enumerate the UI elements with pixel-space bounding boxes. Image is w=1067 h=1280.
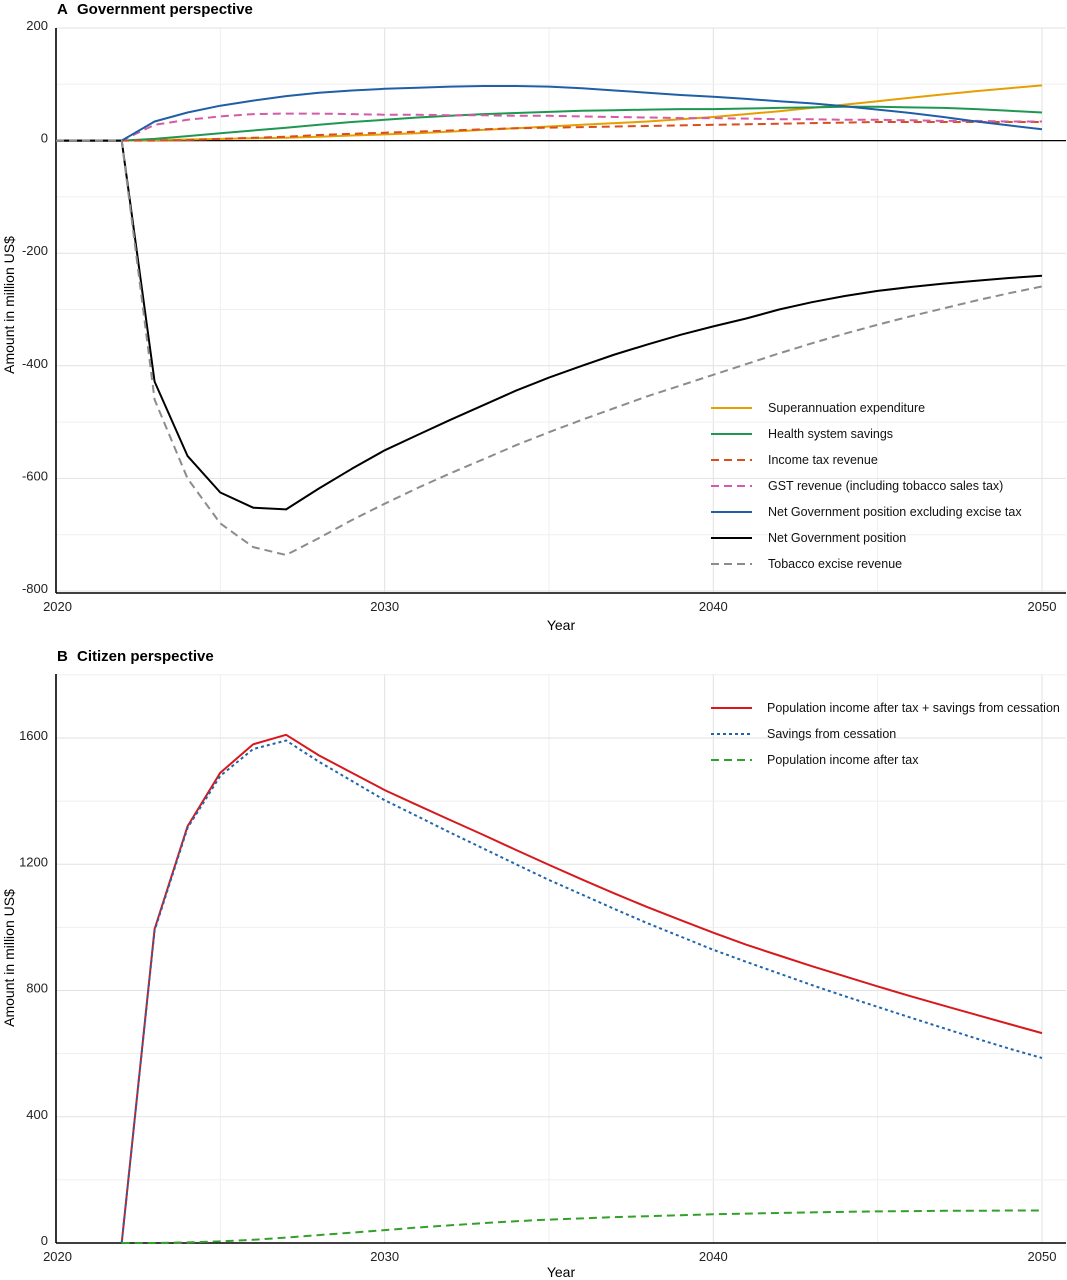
panel-b-legend-label: Savings from cessation xyxy=(767,727,896,741)
panel-a-x-tick-label: 2040 xyxy=(699,599,728,614)
panel-b-series xyxy=(120,733,1043,1244)
panel-a-series-net-government-position-excluding-excise-tax xyxy=(56,85,1043,142)
panel-a-legend-label: Income tax revenue xyxy=(768,453,878,467)
panel-a-ticks: 2020 2030 2040 2050 200 0 -200 -400 -600 -800 xyxy=(22,18,1056,614)
panel-b-y-tick-label: 0 xyxy=(41,1233,48,1248)
panel-a-legend-label: Health system savings xyxy=(768,427,893,441)
panel-b-y-tick-label: 1200 xyxy=(19,854,48,869)
panel-a-legend: Superannuation expenditure Health system … xyxy=(711,401,1022,571)
panel-b-series-population-income-after-tax-savings-from-cessation xyxy=(120,733,1043,1244)
panel-b-x-axis-title: Year xyxy=(547,1264,576,1280)
panel-a-legend-label: Net Government position excluding excise… xyxy=(768,505,1022,519)
panel-b-series-population-income-after-tax xyxy=(121,1209,1042,1244)
panel-a-series-net-government-position xyxy=(56,139,1043,511)
panel-a-legend-label: Tobacco excise revenue xyxy=(768,557,902,571)
panel-a-x-tick-label: 2050 xyxy=(1028,599,1057,614)
panel-a-x-tick-label: 2020 xyxy=(43,599,72,614)
panel-b-x-tick-label: 2040 xyxy=(699,1249,728,1264)
panel-b-legend-label: Population income after tax xyxy=(767,753,919,767)
panel-b-y-axis-title: Amount in million US$ xyxy=(1,889,17,1027)
panel-a-axes xyxy=(55,28,1066,594)
panel-a-x-axis-title: Year xyxy=(547,617,576,633)
panel-b-x-tick-label: 2030 xyxy=(370,1249,399,1264)
panel-a-label: A xyxy=(57,1,68,18)
panel-b-series-savings-from-cessation xyxy=(120,739,1043,1244)
panel-a-series-tobacco-excise-revenue xyxy=(56,139,1043,556)
panel-b: B Citizen perspective 2020 2030 2040 2050 16… xyxy=(1,648,1066,1280)
panel-a-series-superannuation-expenditure xyxy=(56,84,1043,142)
panel-b-y-tick-label: 800 xyxy=(26,981,48,996)
panel-a-y-tick-label: -800 xyxy=(22,581,48,596)
panel-a-legend-label: Net Government position xyxy=(768,531,906,545)
panel-a-y-tick-label: -400 xyxy=(22,356,48,371)
panel-b-x-tick-label: 2020 xyxy=(43,1249,72,1264)
panel-b-axes xyxy=(55,674,1066,1244)
panel-a-title: Government perspective xyxy=(77,1,253,18)
panel-a-series-health-system-savings xyxy=(56,105,1043,142)
panel-a-y-axis-title: Amount in million US$ xyxy=(1,236,17,374)
panel-a-y-tick-label: -200 xyxy=(22,243,48,258)
panel-b-label: B xyxy=(57,648,68,665)
panel-a: A Government perspective 2020 2030 2040 205… xyxy=(1,1,1066,633)
panel-b-y-tick-label: 400 xyxy=(26,1107,48,1122)
panel-b-ticks: 2020 2030 2040 2050 1600 1200 800 400 0 xyxy=(19,728,1056,1264)
panel-a-legend-label: Superannuation expenditure xyxy=(768,401,925,415)
panel-a-series xyxy=(56,84,1043,556)
panel-a-series-income-tax-revenue xyxy=(56,121,1042,142)
panel-b-legend-label: Population income after tax + savings fr… xyxy=(767,701,1060,715)
panel-b-y-tick-label: 1600 xyxy=(19,728,48,743)
panel-a-y-tick-label: -600 xyxy=(22,468,48,483)
panel-a-x-tick-label: 2030 xyxy=(370,599,399,614)
panel-a-y-tick-label: 200 xyxy=(26,18,48,33)
panel-b-grid xyxy=(55,674,1066,1244)
panel-b-legend: Population income after tax + savings fr… xyxy=(711,701,1060,767)
panel-a-y-tick-label: 0 xyxy=(41,131,48,146)
panel-a-series-gst-revenue-including-tobacco-sales-tax xyxy=(56,112,1042,142)
panel-b-title: Citizen perspective xyxy=(77,648,214,665)
panel-b-x-tick-label: 2050 xyxy=(1028,1249,1057,1264)
panel-a-legend-label: GST revenue (including tobacco sales tax… xyxy=(768,479,1003,493)
